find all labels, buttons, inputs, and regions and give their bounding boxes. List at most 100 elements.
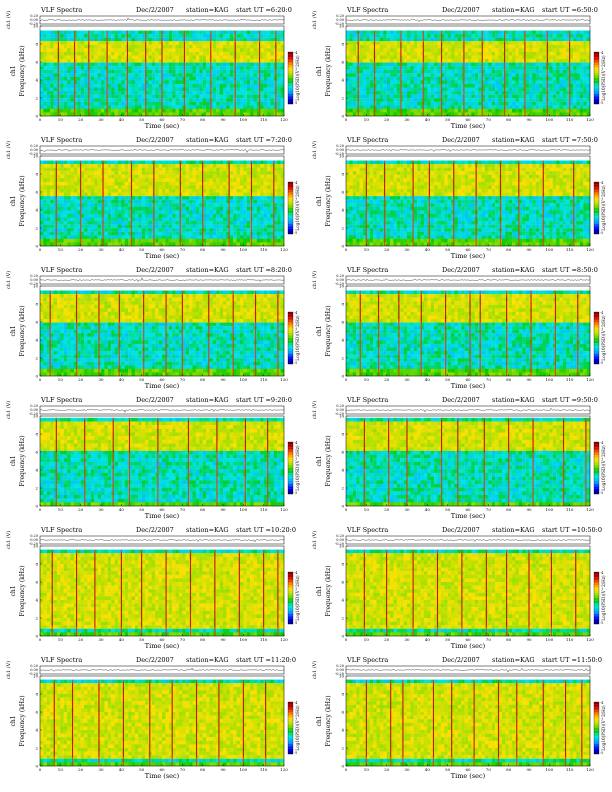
spectrogram-cell (50, 192, 54, 197)
spectrogram-cell (417, 34, 421, 38)
spectrogram-cell (114, 185, 119, 190)
spectrogram-cell (236, 91, 241, 95)
spectrogram-cell (566, 83, 570, 88)
spectrogram-cell (451, 76, 455, 81)
spectrogram-cell (280, 189, 285, 193)
spectrogram-cell (413, 44, 418, 49)
spectrogram-cell (70, 171, 75, 175)
spectrogram-cell (430, 101, 435, 106)
spectrogram-cell (80, 224, 85, 229)
spectrogram-cell (117, 174, 122, 179)
spectrogram-cell (393, 73, 397, 77)
spectrogram-cell (124, 164, 129, 168)
spectrogram-cell (148, 73, 152, 77)
spectrogram-cell (444, 66, 448, 70)
spectrogram-cell (219, 108, 224, 113)
spectrogram-cell (434, 108, 438, 113)
spectrogram-cell (267, 44, 271, 49)
spectrogram-cell (267, 189, 271, 193)
spectrogram-cell (40, 108, 44, 113)
spectrogram-cell (138, 76, 142, 81)
spectrogram-cell (410, 66, 414, 70)
spectrogram-cell (70, 167, 75, 172)
spectrogram-cell (40, 30, 44, 35)
spectrogram-cell (434, 55, 438, 60)
spectrogram-cell (396, 37, 401, 42)
timeseries-axis-label: ch1 (V) (311, 11, 318, 29)
spectrogram-cell (46, 48, 51, 53)
spectrogram-cell (212, 87, 217, 92)
spectrogram-cell (447, 76, 452, 81)
spectrogram-cell (223, 55, 227, 60)
spectrogram-cell (111, 189, 115, 193)
spectrogram-cell (111, 80, 115, 85)
spectrogram-cell (481, 76, 486, 81)
spectrogram-cell (525, 59, 530, 63)
spectrogram-cell (148, 80, 152, 85)
spectrogram-cell (383, 112, 387, 117)
spectrogram-cell (498, 41, 503, 45)
spectrogram-cell (40, 210, 44, 215)
spectrogram-cell (70, 66, 75, 70)
spectrogram-cell (111, 210, 115, 215)
spectrogram-cell (165, 105, 169, 110)
spectrogram-cell (114, 105, 119, 110)
spectrogram-cell (84, 55, 88, 60)
spectrogram-cell (246, 44, 251, 49)
spectrogram-cell (583, 98, 587, 102)
spectral-streak (463, 30, 465, 116)
spectrogram-cell (403, 30, 408, 35)
spectrogram-cell (393, 80, 397, 85)
spectrogram-cell (84, 217, 88, 222)
spectrogram-cell (40, 34, 44, 38)
spectrogram-cell (148, 30, 152, 35)
spectrogram-cell (273, 181, 278, 186)
colorbar-segment (288, 93, 293, 97)
spectrogram-cell (233, 167, 237, 172)
spectrogram-cell (508, 73, 513, 77)
spectrogram-cell (390, 94, 394, 99)
spectrogram-cell (94, 164, 98, 168)
spectrogram-cell (175, 80, 180, 85)
spectrogram-cell (60, 55, 64, 60)
spectrogram-cell (549, 48, 553, 53)
spectrogram-cell (263, 91, 268, 95)
colorbar-frame (287, 51, 294, 105)
spectrogram-cell (549, 62, 553, 67)
spectrogram-cell (515, 51, 519, 56)
spectrogram-cell (90, 94, 95, 99)
spectral-streak-core (481, 42, 483, 62)
spectrogram-cell (522, 73, 526, 77)
spectrogram-cell (280, 192, 285, 197)
spectrogram-cell (60, 185, 64, 190)
spectrogram-cell (216, 164, 220, 168)
spectrogram-cell (182, 217, 186, 222)
spectrogram-cell (522, 80, 526, 85)
spectrogram-cell (270, 192, 274, 197)
spectrogram-cell (505, 98, 509, 102)
spectrogram-cell (552, 83, 557, 88)
spectrogram-cell (175, 55, 180, 60)
spectrogram-cell (56, 221, 61, 225)
spectrogram-cell (50, 189, 54, 193)
spectrogram-cell (427, 62, 431, 67)
spectrogram-cell (189, 94, 193, 99)
spectrogram-cell (162, 83, 166, 88)
spectrogram-cell (423, 87, 428, 92)
spectrogram-cell (586, 66, 591, 70)
spectrogram-cell (437, 48, 442, 53)
spectrogram-cell (101, 69, 105, 74)
spectrogram-cell (576, 55, 580, 60)
spectrogram-cell (206, 66, 210, 70)
spectrogram-cell (532, 108, 536, 113)
spectrogram-cell (454, 69, 458, 74)
spectrogram-cell (162, 87, 166, 92)
spectrogram-cell (77, 206, 81, 211)
spectrogram-cell (46, 51, 51, 56)
spectrogram-cell (46, 174, 51, 179)
spectrogram-cell (114, 44, 119, 49)
spectrogram-cell (212, 199, 217, 204)
spectrogram-cell (352, 80, 357, 85)
spectrogram-cell (192, 196, 197, 200)
spectrogram-cell (124, 210, 129, 215)
